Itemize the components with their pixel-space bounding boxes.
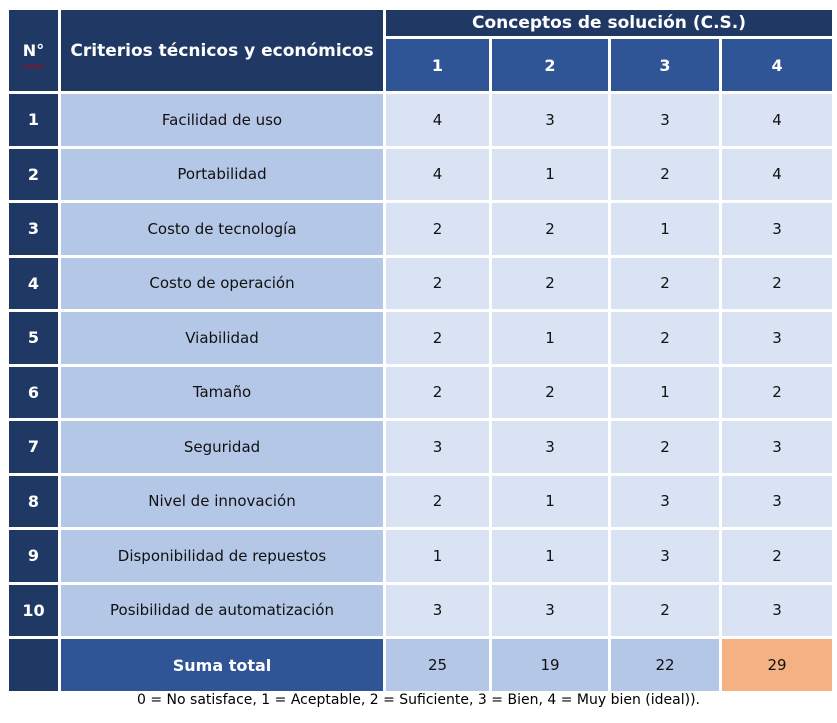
score-legend: 0 = No satisface, 1 = Aceptable, 2 = Suf… xyxy=(137,692,700,708)
score-cell: 2 xyxy=(608,418,722,476)
row-number: 5 xyxy=(6,309,61,367)
score-cell: 3 xyxy=(383,581,492,639)
criterion-cell: Portabilidad xyxy=(58,145,386,203)
row-number: 2 xyxy=(6,145,61,203)
score-cell: 2 xyxy=(718,254,836,312)
row-number: 7 xyxy=(6,418,61,476)
total-value: 22 xyxy=(608,636,722,694)
score-cell: 1 xyxy=(608,200,722,258)
criterion-cell: Viabilidad xyxy=(58,309,386,367)
score-cell: 3 xyxy=(718,418,836,476)
score-cell: 3 xyxy=(718,472,836,530)
score-cell: 2 xyxy=(383,472,492,530)
score-cell: 1 xyxy=(608,363,722,421)
score-cell: 3 xyxy=(718,309,836,367)
criterion-cell: Costo de operación xyxy=(58,254,386,312)
total-value: 19 xyxy=(489,636,611,694)
score-cell: 3 xyxy=(383,418,492,476)
score-cell: 3 xyxy=(608,527,722,585)
table-row: 2 Portabilidad 4 1 2 4 xyxy=(6,145,836,203)
header-concept-3: 3 xyxy=(608,36,722,94)
score-cell: 2 xyxy=(718,527,836,585)
header-no: N° xyxy=(6,7,61,94)
evaluation-table: N° Criterios técnicos y económicos Conce… xyxy=(6,7,836,694)
row-number: 9 xyxy=(6,527,61,585)
criterion-cell: Seguridad xyxy=(58,418,386,476)
criterion-cell: Costo de tecnología xyxy=(58,200,386,258)
header-criteria: Criterios técnicos y económicos xyxy=(58,7,386,94)
total-row: Suma total 25 19 22 29 xyxy=(6,636,836,694)
score-cell: 1 xyxy=(489,145,611,203)
row-number: 1 xyxy=(6,91,61,149)
table-row: 9 Disponibilidad de repuestos 1 1 3 2 xyxy=(6,527,836,585)
score-cell: 3 xyxy=(489,581,611,639)
header-concept-4: 4 xyxy=(718,36,836,94)
table-row: 10 Posibilidad de automatización 3 3 2 3 xyxy=(6,581,836,639)
score-cell: 3 xyxy=(489,418,611,476)
total-value: 25 xyxy=(383,636,492,694)
score-cell: 1 xyxy=(383,527,492,585)
criterion-cell: Posibilidad de automatización xyxy=(58,581,386,639)
table-row: 4 Costo de operación 2 2 2 2 xyxy=(6,254,836,312)
score-cell: 2 xyxy=(383,254,492,312)
score-cell: 2 xyxy=(718,363,836,421)
score-cell: 2 xyxy=(608,254,722,312)
criterion-cell: Nivel de innovación xyxy=(58,472,386,530)
score-cell: 3 xyxy=(718,200,836,258)
table-row: 3 Costo de tecnología 2 2 1 3 xyxy=(6,200,836,258)
row-number: 6 xyxy=(6,363,61,421)
score-cell: 2 xyxy=(489,200,611,258)
total-value-best: 29 xyxy=(718,636,836,694)
header-concept-1: 1 xyxy=(383,36,492,94)
score-cell: 2 xyxy=(608,145,722,203)
table-row: 1 Facilidad de uso 4 3 3 4 xyxy=(6,91,836,149)
score-cell: 3 xyxy=(608,91,722,149)
table-row: 6 Tamaño 2 2 1 2 xyxy=(6,363,836,421)
score-cell: 2 xyxy=(383,363,492,421)
score-cell: 4 xyxy=(718,91,836,149)
score-cell: 2 xyxy=(608,309,722,367)
score-cell: 1 xyxy=(489,309,611,367)
score-cell: 2 xyxy=(608,581,722,639)
score-cell: 4 xyxy=(383,91,492,149)
score-cell: 2 xyxy=(489,363,611,421)
score-cell: 1 xyxy=(489,527,611,585)
criterion-cell: Facilidad de uso xyxy=(58,91,386,149)
table-row: 8 Nivel de innovación 2 1 3 3 xyxy=(6,472,836,530)
criterion-cell: Tamaño xyxy=(58,363,386,421)
total-label: Suma total xyxy=(58,636,386,694)
row-number: 8 xyxy=(6,472,61,530)
score-cell: 2 xyxy=(489,254,611,312)
score-cell: 3 xyxy=(489,91,611,149)
score-cell: 4 xyxy=(718,145,836,203)
row-number: 4 xyxy=(6,254,61,312)
header-solution-concepts: Conceptos de solución (C.S.) xyxy=(382,7,836,39)
row-number: 3 xyxy=(6,200,61,258)
score-cell: 4 xyxy=(383,145,492,203)
total-row-number-cell xyxy=(6,636,61,694)
criterion-cell: Disponibilidad de repuestos xyxy=(58,527,386,585)
score-cell: 3 xyxy=(608,472,722,530)
header-concept-2: 2 xyxy=(489,36,611,94)
table-row: 7 Seguridad 3 3 2 3 xyxy=(6,418,836,476)
table-row: 5 Viabilidad 2 1 2 3 xyxy=(6,309,836,367)
score-cell: 2 xyxy=(383,200,492,258)
score-cell: 2 xyxy=(383,309,492,367)
score-cell: 3 xyxy=(718,581,836,639)
row-number: 10 xyxy=(6,581,61,639)
score-cell: 1 xyxy=(489,472,611,530)
